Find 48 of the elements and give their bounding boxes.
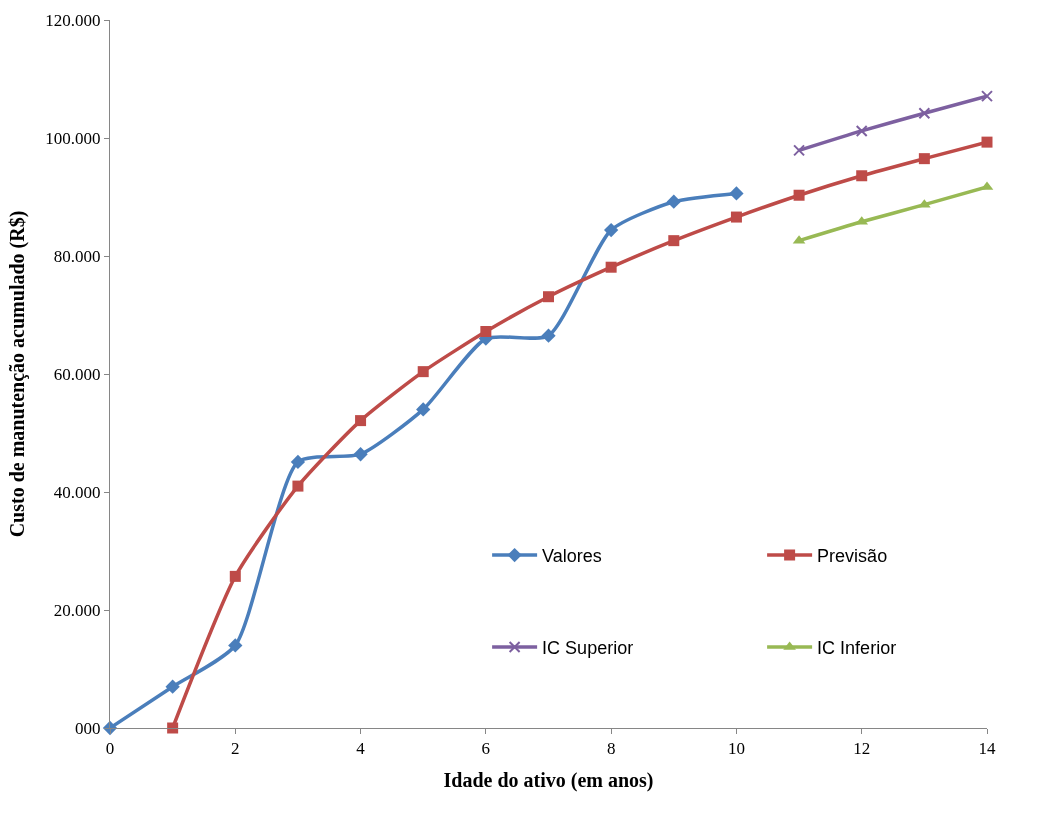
point (668, 235, 680, 247)
point (729, 186, 744, 201)
x-tick-label: 10 (727, 739, 745, 759)
point (292, 480, 304, 492)
point (981, 136, 993, 148)
y-tick-label: 80.000 (53, 246, 101, 266)
point (543, 291, 554, 303)
legend-label: IC Inferior (817, 638, 897, 659)
point (167, 722, 179, 734)
legend-label: Previsão (817, 546, 888, 567)
point (605, 261, 617, 273)
point (918, 107, 931, 120)
point (165, 679, 180, 694)
y-tick-label: 120.000 (45, 10, 101, 30)
legend-label: IC Superior (542, 638, 634, 659)
point (855, 124, 868, 137)
point (918, 153, 930, 165)
point (290, 454, 306, 470)
point (793, 189, 805, 201)
point (228, 638, 243, 653)
point (793, 144, 806, 157)
y-tick-label: 100.000 (45, 128, 101, 148)
point (416, 402, 431, 417)
y-tick-label: 20.000 (53, 600, 101, 620)
point (353, 447, 368, 462)
x-tick-label: 6 (481, 739, 491, 759)
point (856, 170, 868, 182)
x-tick-label: 0 (105, 739, 115, 759)
x-tick-label: 14 (978, 739, 996, 759)
point (417, 366, 429, 378)
x-tick-label: 4 (356, 739, 366, 759)
x-tick-label: 2 (231, 739, 240, 759)
y-axis-title: Custo de manutenção acumulado (R$) (5, 210, 29, 538)
point (480, 326, 492, 338)
x-axis-title: Idade do ativo (em anos) (443, 768, 654, 792)
y-tick-label: 40.000 (53, 482, 101, 502)
x-tick-label: 8 (606, 739, 616, 759)
point (981, 90, 993, 103)
point (229, 570, 241, 582)
point (541, 328, 556, 343)
point (666, 194, 681, 209)
x-tick-label: 12 (853, 739, 871, 759)
y-tick-label: 000 (75, 718, 101, 738)
legend-label: Valores (542, 546, 602, 567)
point (355, 415, 367, 427)
point (603, 222, 619, 238)
point (730, 211, 742, 223)
y-tick-label: 60.000 (53, 364, 101, 384)
